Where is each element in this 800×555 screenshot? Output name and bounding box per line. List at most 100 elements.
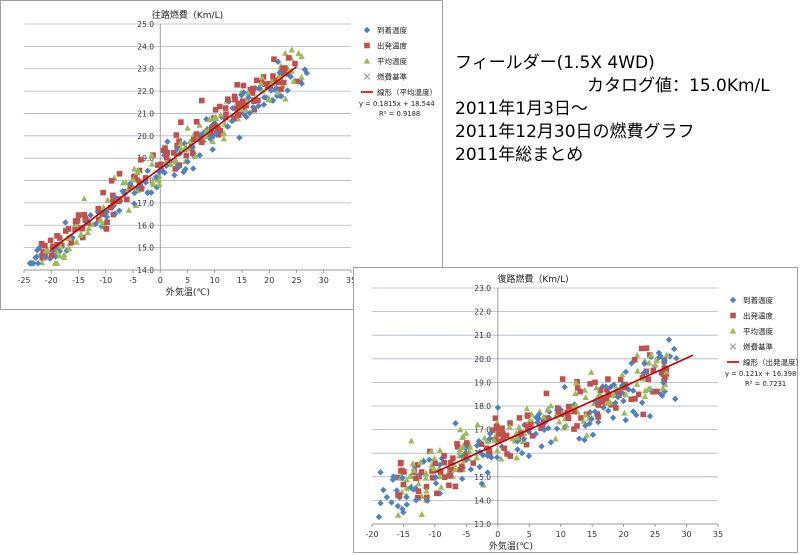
data-point-square	[413, 475, 419, 482]
trendline-r2: R² = 0.7231	[745, 380, 786, 388]
data-point-square	[189, 150, 196, 156]
data-point-diamond	[34, 247, 41, 254]
data-point-square	[504, 451, 510, 457]
data-point-diamond	[98, 222, 105, 230]
data-point-diamond	[103, 213, 110, 221]
data-point-square	[565, 410, 571, 417]
data-point-triangle	[430, 465, 438, 472]
data-point-square	[640, 411, 647, 418]
data-point-square	[239, 98, 246, 104]
data-point-diamond	[452, 420, 459, 427]
data-point-triangle	[583, 431, 590, 438]
data-point-diamond	[269, 97, 277, 104]
data-point-triangle	[659, 384, 667, 391]
y-tick-label: 22.0	[137, 87, 154, 96]
data-point-square	[292, 60, 298, 67]
data-point-square	[251, 98, 257, 104]
y-tick-label: 21.0	[137, 109, 154, 118]
data-point-square	[261, 81, 268, 87]
data-point-square	[103, 226, 110, 232]
legend-marker	[363, 26, 371, 34]
data-point-triangle	[497, 455, 505, 462]
data-point-square	[447, 473, 453, 479]
legend-label: 線形（平均温度）	[377, 87, 437, 97]
data-point-square	[495, 438, 501, 444]
data-point-triangle	[56, 252, 63, 259]
x-tick-label: 0	[495, 530, 500, 539]
data-point-diamond	[622, 368, 630, 376]
data-point-diamond	[196, 152, 203, 159]
data-point-triangle	[66, 234, 73, 241]
data-point-square	[650, 388, 656, 395]
data-point-square	[539, 423, 546, 430]
data-point-diamond	[33, 253, 40, 260]
data-point-square	[172, 166, 179, 172]
data-point-diamond	[609, 414, 617, 421]
data-point-diamond	[646, 412, 654, 420]
data-point-square	[523, 441, 530, 448]
data-point-diamond	[670, 345, 678, 353]
y-tick-label: 20.0	[474, 355, 491, 364]
data-point-triangle	[130, 176, 137, 183]
data-point-triangle	[171, 157, 178, 164]
data-point-square	[142, 175, 149, 181]
data-point-diamond	[462, 444, 469, 452]
caption-summary: 2011年総まとめ	[455, 145, 584, 165]
data-point-square	[603, 395, 610, 401]
data-point-square	[489, 427, 496, 433]
data-point-square	[38, 240, 45, 247]
legend-label: 出発温度	[743, 311, 773, 321]
data-point-square	[434, 490, 440, 497]
data-point-square	[193, 118, 200, 125]
data-point-diamond	[412, 496, 420, 504]
data-point-diamond	[661, 388, 668, 395]
data-point-triangle	[269, 80, 276, 87]
data-point-square	[198, 97, 205, 104]
data-point-triangle	[409, 460, 417, 467]
x-tick-label: 35	[346, 276, 356, 285]
data-point-square	[500, 435, 507, 441]
data-point-square	[565, 403, 572, 410]
data-point-triangle	[563, 422, 570, 429]
data-point-square	[255, 97, 261, 104]
data-point-square	[234, 81, 240, 88]
data-point-triangle	[544, 405, 551, 412]
data-point-triangle	[588, 368, 595, 375]
data-point-square	[250, 85, 256, 92]
data-point-triangle	[395, 511, 402, 518]
data-point-diamond	[190, 165, 197, 172]
data-point-diamond	[287, 73, 294, 80]
data-point-triangle	[474, 421, 481, 428]
data-point-square	[47, 237, 54, 244]
data-point-triangle	[258, 74, 266, 81]
data-point-triangle	[515, 423, 523, 430]
data-point-triangle	[513, 454, 520, 461]
trendline-equation: y = 0.121x + 16.398	[725, 370, 796, 378]
data-point-triangle	[186, 138, 194, 145]
legend-label: 出発温度	[377, 41, 407, 51]
data-point-diamond	[267, 87, 275, 94]
data-point-triangle	[242, 106, 250, 113]
x-tick-label: 30	[319, 276, 329, 285]
data-point-square	[507, 420, 513, 426]
data-point-diamond	[228, 117, 236, 125]
data-point-square	[104, 219, 110, 225]
data-point-square	[100, 189, 106, 196]
data-point-square	[638, 345, 645, 352]
data-point-diamond	[144, 167, 151, 175]
data-point-square	[577, 388, 583, 395]
x-tick-label: 35	[713, 530, 723, 539]
data-point-triangle	[84, 229, 92, 236]
x-tick-label: 5	[185, 276, 190, 285]
data-point-square	[631, 357, 638, 363]
data-point-diamond	[180, 168, 187, 176]
data-point-square	[450, 455, 456, 461]
data-point-diamond	[436, 461, 444, 468]
data-point-square	[441, 452, 447, 459]
data-point-diamond	[462, 449, 469, 456]
return-fuel-chart-svg: 復路燃費（Km/L)13.014.015.016.017.018.019.020…	[365, 273, 799, 552]
data-point-diamond	[403, 493, 410, 501]
data-point-square	[138, 157, 144, 163]
data-point-diamond	[164, 138, 171, 145]
data-point-square	[478, 441, 485, 448]
